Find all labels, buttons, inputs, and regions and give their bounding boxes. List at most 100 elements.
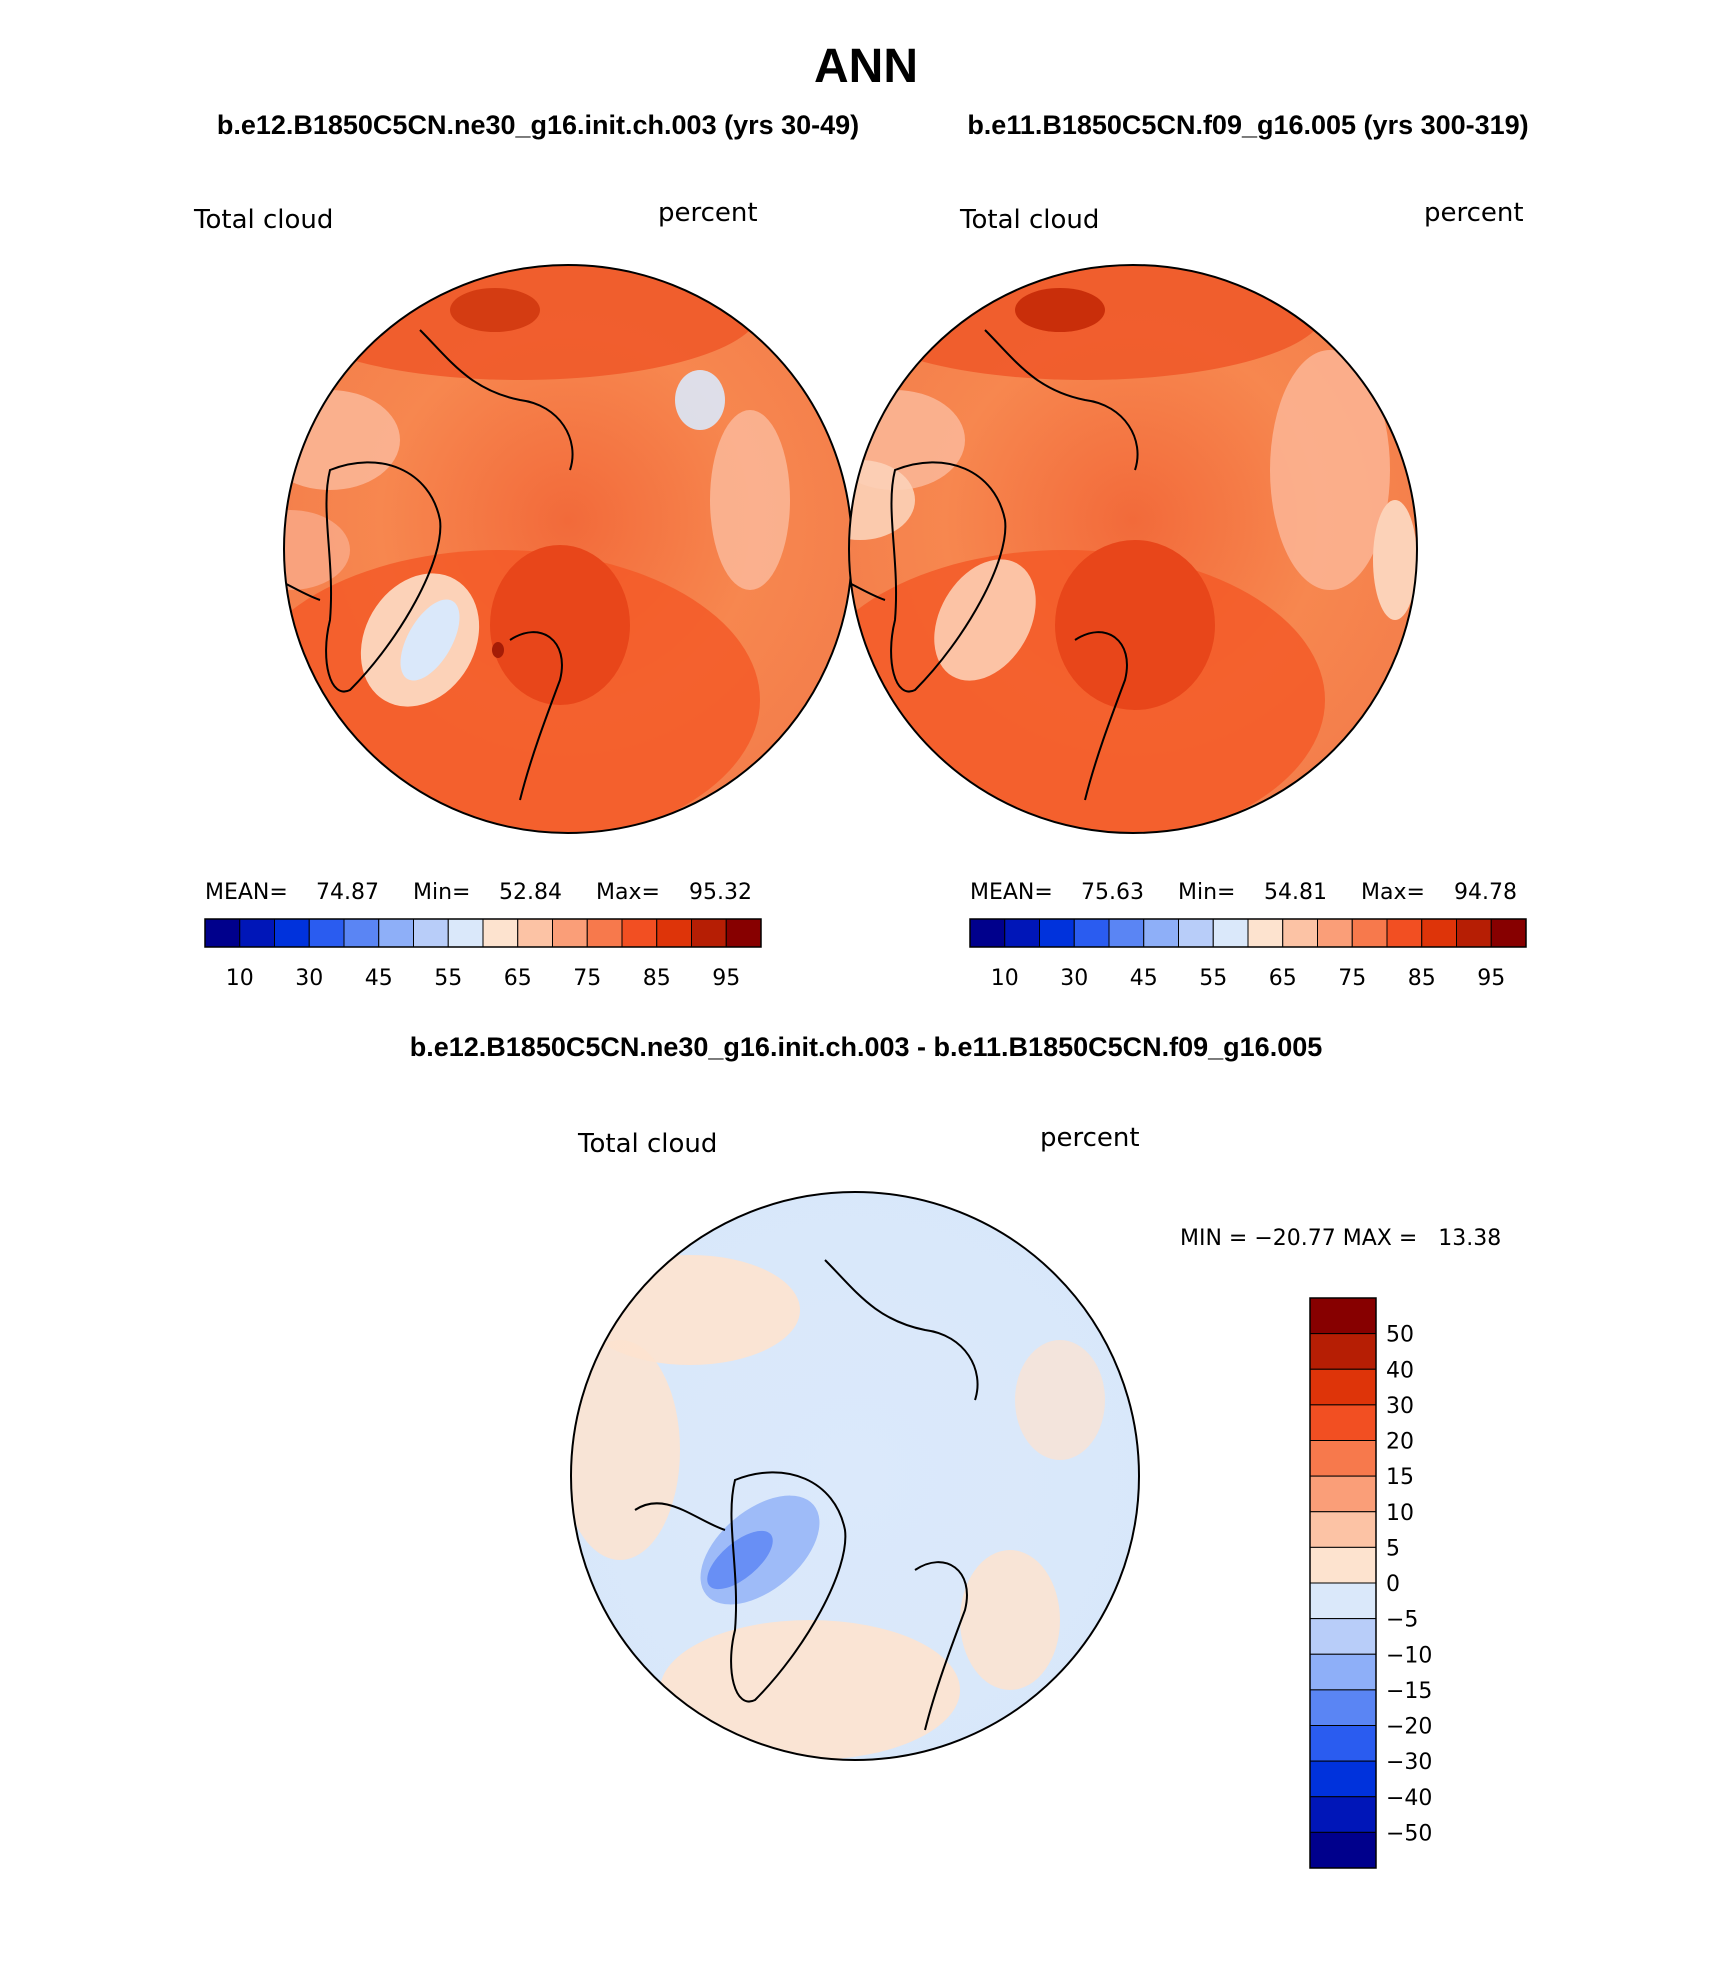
right-colorbar-swatch bbox=[1039, 918, 1075, 948]
difference-units-label: percent bbox=[1040, 1123, 1140, 1153]
difference-colorbar-tick-label: −30 bbox=[1386, 1750, 1432, 1775]
difference-map-field bbox=[571, 1192, 1139, 1760]
left-colorbar-swatch bbox=[552, 918, 588, 948]
left-map-field bbox=[284, 265, 852, 833]
left-colorbar-swatch bbox=[691, 918, 727, 948]
right-mean-value: 75.63 bbox=[1081, 880, 1144, 905]
right-case-title: b.e11.B1850C5CN.f09_g16.005 (yrs 300-319… bbox=[967, 110, 1528, 140]
left-colorbar-swatch bbox=[725, 918, 762, 948]
difference-map-boundary bbox=[570, 1191, 1140, 1761]
right-min-label: Min= bbox=[1178, 880, 1235, 905]
left-colorbar-tick-label: 75 bbox=[573, 966, 601, 991]
left-colorbar-swatch bbox=[343, 918, 380, 948]
difference-min-max: MIN = −20.77 MAX = 13.38 bbox=[1180, 1226, 1501, 1251]
right-variable-label: Total cloud bbox=[959, 205, 1099, 235]
left-max-value: 95.32 bbox=[689, 880, 752, 905]
difference-colorbar-swatch bbox=[1309, 1333, 1377, 1370]
left-colorbar-tick-label: 45 bbox=[365, 966, 393, 991]
difference-colorbar-swatch bbox=[1309, 1689, 1377, 1726]
difference-colorbar-tick-label: 20 bbox=[1386, 1430, 1414, 1455]
left-colorbar-tick-label: 85 bbox=[643, 966, 671, 991]
right-colorbar-swatch bbox=[1386, 918, 1423, 948]
left-colorbar-swatch bbox=[239, 918, 275, 948]
difference-colorbar-swatch bbox=[1309, 1511, 1377, 1548]
right-colorbar-tick-label: 85 bbox=[1408, 966, 1436, 991]
left-colorbar-tick-label: 10 bbox=[226, 966, 254, 991]
left-colorbar-tick-label: 55 bbox=[434, 966, 462, 991]
right-max-label: Max= bbox=[1361, 880, 1425, 905]
left-colorbar-swatch bbox=[586, 918, 623, 948]
left-colorbar-swatch bbox=[413, 918, 449, 948]
left-max-label: Max= bbox=[596, 880, 660, 905]
right-colorbar-tick-label: 10 bbox=[991, 966, 1019, 991]
left-colorbar-swatch bbox=[378, 918, 414, 948]
right-colorbar-swatch bbox=[1108, 918, 1145, 948]
right-colorbar-swatch bbox=[1073, 918, 1110, 948]
right-colorbar-tick-label: 95 bbox=[1477, 966, 1505, 991]
left-colorbar-swatch bbox=[308, 918, 345, 948]
right-map-boundary bbox=[848, 264, 1418, 834]
right-colorbar-swatch bbox=[1456, 918, 1492, 948]
difference-colorbar-swatch bbox=[1309, 1475, 1377, 1513]
difference-title: b.e12.B1850C5CN.ne30_g16.init.ch.003 - b… bbox=[410, 1032, 1323, 1062]
left-colorbar-swatch bbox=[204, 918, 241, 948]
left-case-title: b.e12.B1850C5CN.ne30_g16.init.ch.003 (yr… bbox=[217, 110, 859, 140]
difference-colorbar-swatch bbox=[1309, 1618, 1377, 1655]
difference-map-panel: b.e12.B1850C5CN.ne30_g16.init.ch.003 - b… bbox=[410, 1032, 1501, 1869]
difference-colorbar-tick-label: −50 bbox=[1386, 1821, 1432, 1846]
difference-colorbar-swatch bbox=[1309, 1404, 1377, 1441]
difference-colorbar-tick-label: 30 bbox=[1386, 1394, 1414, 1419]
left-colorbar-swatch bbox=[274, 918, 310, 948]
left-colorbar-swatch bbox=[517, 918, 553, 948]
right-colorbar-swatch bbox=[1212, 918, 1249, 948]
left-colorbar-swatch bbox=[621, 918, 658, 948]
left-mean-value: 74.87 bbox=[316, 880, 379, 905]
difference-colorbar-frame bbox=[1309, 1297, 1377, 1869]
difference-colorbar-tick-label: 0 bbox=[1386, 1572, 1400, 1597]
season-title: ANN bbox=[814, 40, 918, 93]
left-colorbar-swatch bbox=[482, 918, 519, 948]
difference-colorbar-swatch bbox=[1309, 1582, 1377, 1620]
difference-colorbar-swatch bbox=[1309, 1653, 1377, 1691]
difference-colorbar-swatch bbox=[1309, 1440, 1377, 1477]
left-colorbar-tick-label: 95 bbox=[712, 966, 740, 991]
difference-colorbar-tick-label: 50 bbox=[1386, 1323, 1414, 1348]
left-mean-label: MEAN= bbox=[205, 880, 288, 905]
right-colorbar-swatch bbox=[1282, 918, 1318, 948]
difference-colorbar-swatch bbox=[1309, 1831, 1377, 1869]
difference-colorbar-tick-label: −10 bbox=[1386, 1643, 1432, 1668]
left-colorbar-tick-label: 30 bbox=[295, 966, 323, 991]
left-colorbar-tick-label: 65 bbox=[504, 966, 532, 991]
right-colorbar-swatch bbox=[1178, 918, 1214, 948]
right-colorbar-tick-label: 65 bbox=[1269, 966, 1297, 991]
left-units-label: percent bbox=[658, 198, 758, 228]
left-colorbar-frame bbox=[204, 918, 762, 948]
right-colorbar: 10 30 45 55 65 75 85 95 bbox=[969, 918, 1527, 991]
right-colorbar-tick-label: 75 bbox=[1338, 966, 1366, 991]
difference-colorbar-tick-label: −40 bbox=[1386, 1786, 1432, 1811]
left-colorbar-swatch bbox=[656, 918, 692, 948]
right-colorbar-tick-label: 30 bbox=[1060, 966, 1088, 991]
right-mean-label: MEAN= bbox=[970, 880, 1053, 905]
difference-variable-label: Total cloud bbox=[577, 1129, 717, 1159]
right-colorbar-swatch bbox=[1317, 918, 1353, 948]
right-map-panel: Total cloud percent MEAN= 75.63 Min= 54.… bbox=[848, 198, 1527, 991]
right-max-value: 94.78 bbox=[1454, 880, 1517, 905]
left-colorbar: 10 30 45 55 65 75 85 95 bbox=[204, 918, 762, 991]
right-colorbar-swatch bbox=[1247, 918, 1284, 948]
right-colorbar-swatch bbox=[1421, 918, 1457, 948]
right-colorbar-swatch bbox=[1351, 918, 1388, 948]
right-units-label: percent bbox=[1424, 198, 1524, 228]
difference-colorbar-tick-label: −20 bbox=[1386, 1715, 1432, 1740]
right-colorbar-swatch bbox=[1490, 918, 1527, 948]
left-variable-label: Total cloud bbox=[193, 205, 333, 235]
difference-colorbar-swatch bbox=[1309, 1796, 1377, 1833]
right-colorbar-tick-label: 45 bbox=[1130, 966, 1158, 991]
left-colorbar-swatch bbox=[447, 918, 484, 948]
difference-colorbar-swatch bbox=[1309, 1760, 1377, 1798]
difference-colorbar-swatch bbox=[1309, 1297, 1377, 1335]
right-colorbar-frame bbox=[969, 918, 1527, 948]
right-colorbar-swatch bbox=[1143, 918, 1179, 948]
